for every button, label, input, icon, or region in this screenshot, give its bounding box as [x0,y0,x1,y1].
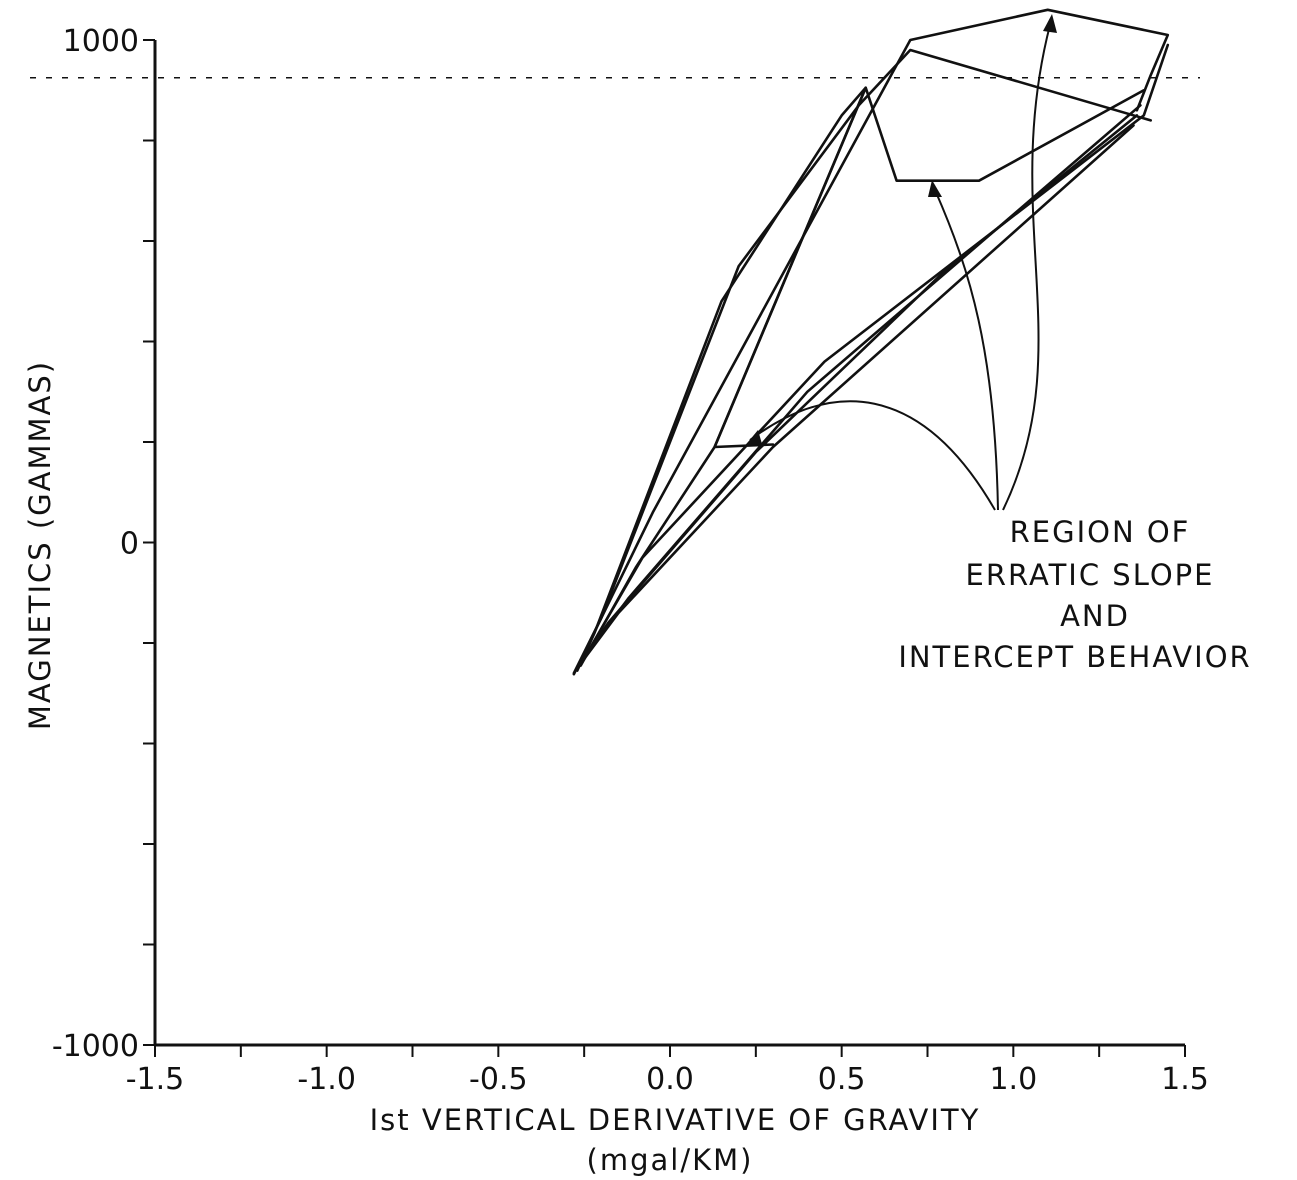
data-curve-5 [582,43,1170,660]
data-curve-8 [579,114,1139,665]
y-tick-label-2: -1000 [52,1029,139,1064]
data-curve-4 [572,8,1170,676]
annotation-line-4: INTERCEPT BEHAVIOR [898,640,1251,674]
y-tick-label-1: 0 [120,527,139,562]
x-tick-label-1: -1.0 [297,1062,356,1097]
x-tick-label-3: 0.0 [646,1062,694,1097]
x-tick-label-2: -0.5 [469,1062,528,1097]
annotation-line-2: ERRATIC SLOPE [966,558,1215,592]
x-tick-label-4: 0.5 [818,1062,866,1097]
x-tick-label-5: 1.0 [989,1062,1037,1097]
y-axis-title: MAGNETICS (GAMMAS) [23,360,57,730]
arrowhead-2 [928,180,942,197]
annotation-line-3: AND [1060,599,1130,633]
x-tick-label-0: -1.5 [126,1062,185,1097]
arrowhead-1 [744,430,762,447]
x-axis-units: (mgal/KM) [587,1143,754,1177]
arrowhead-3 [1043,14,1057,33]
annotation-arrow-1 [749,400,996,511]
annotation-arrow-3 [1002,24,1051,511]
annotation-arrow-2 [934,189,999,511]
x-tick-label-6: 1.5 [1161,1062,1209,1097]
annotation-line-1: REGION OF [1010,515,1191,549]
y-tick-label-0: 1000 [63,24,139,59]
x-axis-title: Ist VERTICAL DERIVATIVE OF GRAVITY [370,1103,981,1137]
